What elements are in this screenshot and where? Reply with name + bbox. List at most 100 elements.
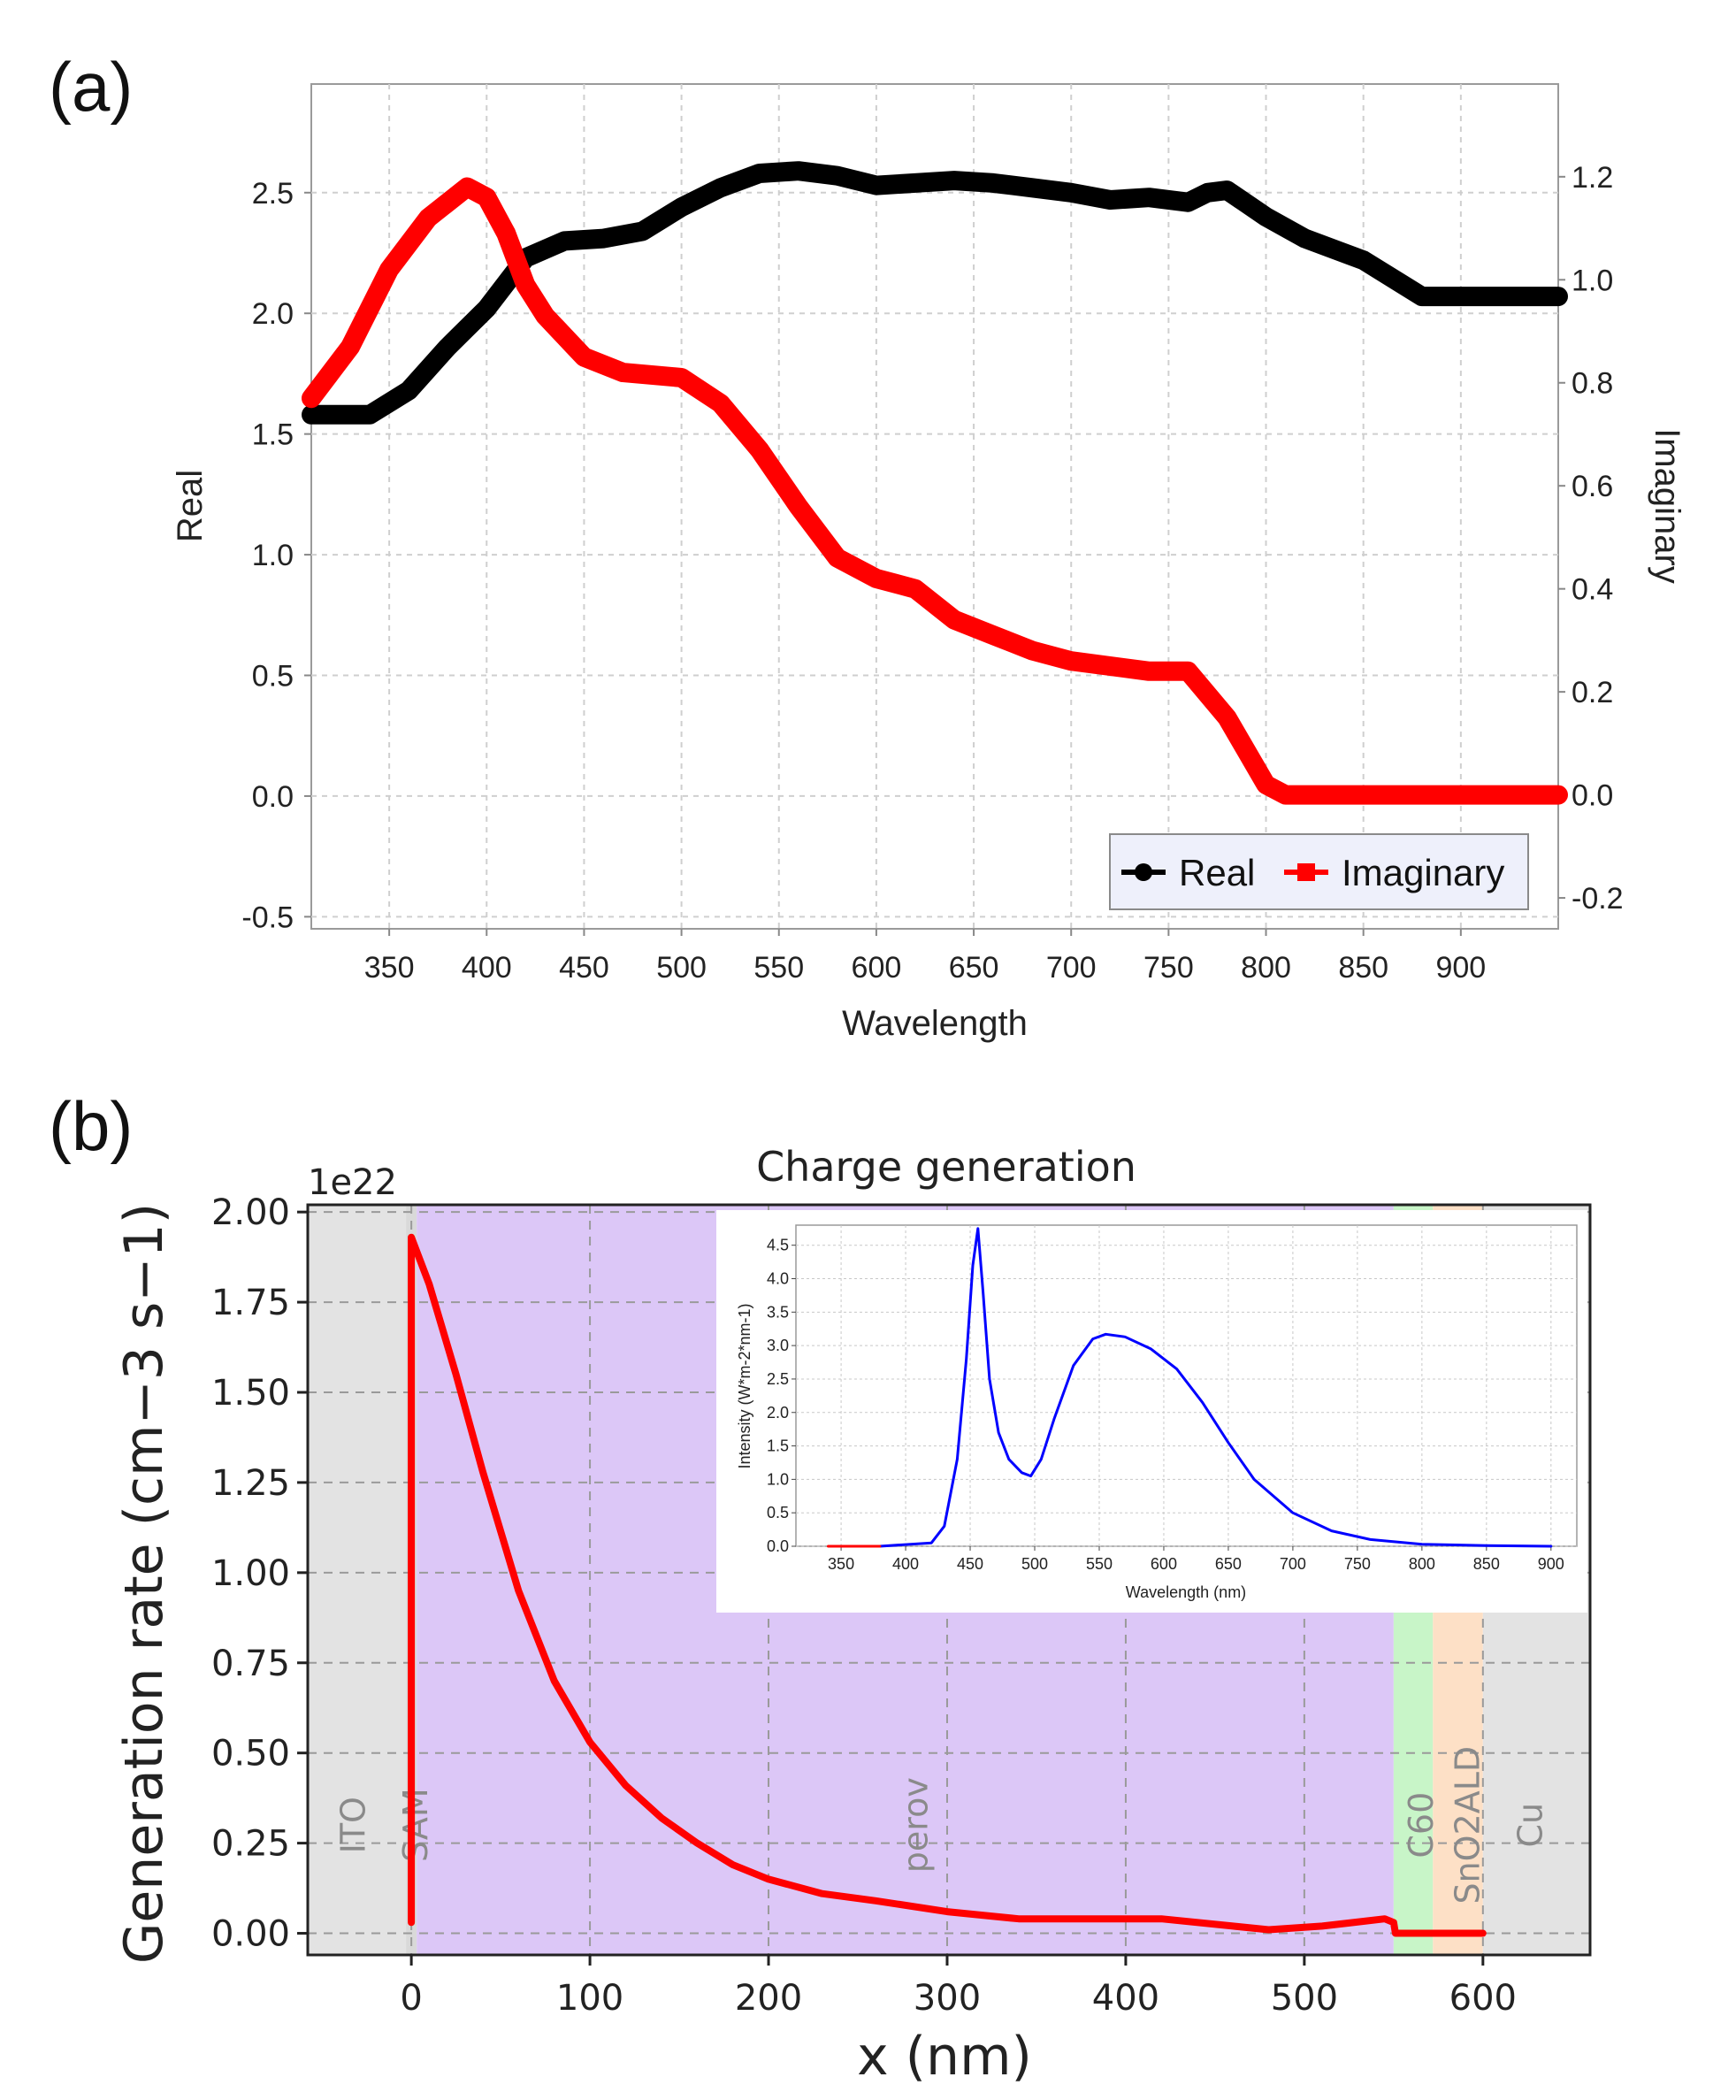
panel-a-y-tick-label: 1.5: [252, 418, 294, 452]
inset-x-tick-label: 750: [1344, 1555, 1371, 1573]
inset-x-axis-label: Wavelength (nm): [1126, 1583, 1246, 1601]
panel-b-x-tick-label: 600: [1449, 1978, 1517, 2019]
inset-y-tick-label: 4.0: [767, 1270, 789, 1288]
panel-a-x-tick-label: 750: [1143, 951, 1194, 985]
panel-a-x-axis-label: Wavelength: [842, 1004, 1028, 1043]
layer-band-ito: [308, 1205, 407, 1955]
panel-a-y2-tick-label: -0.2: [1572, 882, 1624, 916]
panel-b-title: Charge generation: [756, 1143, 1136, 1191]
panel-b-plot-frame: [306, 1203, 1592, 1957]
layer-label-perov: perov: [897, 1777, 936, 1873]
inset-y-tick-label: 3.5: [767, 1303, 789, 1321]
inset-x-tick-label: 500: [1021, 1555, 1048, 1573]
panel-a-series-imaginary: [302, 177, 1568, 805]
inset-y-tick-label: 1.0: [767, 1470, 789, 1488]
inset-series: [827, 1227, 1553, 1548]
panel-a-y2-axis-label: Imaginary: [1648, 428, 1686, 584]
panel-b-y-ticks: 0.00 0.25 0.50 0.75 1.00 1.25 1.50 1.75 2.00: [211, 1192, 308, 1955]
panel-a-y-axis-label: Real: [171, 470, 210, 542]
panel-b-y-tick-label: 1.00: [211, 1553, 290, 1594]
layer-label-c60: C60: [1402, 1792, 1441, 1859]
layer-label-sam: SAM: [396, 1788, 435, 1862]
panel-b-x-tick-label: 300: [914, 1978, 981, 2019]
inset-y-tick-label: 0.5: [767, 1504, 789, 1521]
panel-b-x-axis-label: x (nm): [857, 2026, 1032, 2088]
panel-a-grid: [311, 84, 1558, 929]
legend-imaginary-label: Imaginary: [1342, 852, 1504, 893]
panel-a-y2-tick-label: 0.8: [1572, 367, 1613, 401]
panel-b-x-tick-label: 500: [1271, 1978, 1338, 2019]
inset-x-tick-label: 450: [957, 1555, 983, 1573]
layer-label-ito: ITO: [334, 1797, 373, 1853]
panel-b-y-tick-label: 0.75: [211, 1644, 290, 1684]
panel-a-y2-tick-label: 0.4: [1572, 573, 1613, 607]
panel-a-label: (a): [49, 48, 133, 126]
inset-y-tick-label: 4.5: [767, 1237, 789, 1254]
panel-a-y-tick-label: 0.0: [252, 780, 294, 814]
panel-a-legend: Real Imaginary: [1109, 833, 1529, 910]
panel-a-y-tick-label: 2.0: [252, 297, 294, 331]
inset-x-tick-label: 550: [1086, 1555, 1113, 1573]
panel-b-y-tick-label: 0.50: [211, 1734, 290, 1774]
panel-a-y-tick-label: 0.5: [252, 660, 294, 694]
legend-real-marker: [1135, 863, 1152, 881]
inset-x-tick-label: 400: [892, 1555, 919, 1573]
panel-b-x-ticks: 0 100 200 300 400 500 600: [400, 1955, 1517, 2019]
panel-b-y-axis-label: Generation rate (cm−3 s−1): [113, 1203, 175, 1964]
panel-b-y-tick-label: 2.00: [211, 1192, 290, 1233]
inset-y-tick-label: 1.5: [767, 1437, 789, 1455]
panel-a-x-tick-label: 700: [1046, 951, 1097, 985]
panel-a-y-ticks: -0.5 0.0 0.5 1.0 1.5 2.0 2.5: [241, 177, 311, 934]
inset-x-tick-label: 700: [1280, 1555, 1306, 1573]
panel-a-x-tick-label: 500: [656, 951, 707, 985]
panel-a-x-tick-label: 650: [949, 951, 999, 985]
panel-a-y2-tick-label: 1.0: [1572, 264, 1613, 297]
inset-chart: 350 400 450 500 550 600 650 700 750 800 850 900 0.0…: [716, 1210, 1587, 1613]
panel-a-y2-tick-label: 0.0: [1572, 779, 1613, 813]
legend-real-label: Real: [1179, 852, 1255, 893]
panel-a-y-tick-label: -0.5: [241, 901, 294, 934]
inset-x-tick-label: 850: [1473, 1555, 1500, 1573]
panel-a-x-tick-label: 800: [1241, 951, 1291, 985]
panel-b-y-tick-label: 1.75: [211, 1283, 290, 1323]
panel-a-x-ticks: 350 400 450 500 550 600 650 700 750 800 850 900: [364, 929, 1486, 985]
panel-b-x-tick-label: 0: [400, 1978, 422, 2019]
layer-label-sno2ald: SnO2ALD: [1449, 1746, 1487, 1905]
inset-series-spectrum: [878, 1227, 1553, 1548]
inset-x-tick-label: 600: [1151, 1555, 1177, 1573]
inset-y-tick-label: 2.5: [767, 1370, 789, 1388]
inset-y-tick-label: 3.0: [767, 1337, 789, 1354]
panel-a-y-tick-label: 1.0: [252, 539, 294, 572]
legend-imaginary-marker: [1297, 863, 1315, 881]
inset-x-tick-label: 350: [828, 1555, 854, 1573]
inset-x-ticks: 350 400 450 500 550 600 650 700 750 800 850 900: [828, 1546, 1564, 1573]
panel-b-series: [408, 1233, 1487, 1937]
panel-a-x-tick-label: 850: [1338, 951, 1388, 985]
panel-a-chart: 350 400 450 500 550 600 650 700 750 800 850 900 -0.…: [171, 83, 1686, 1043]
panel-b-layer-labels: ITO SAM perov C60 SnO2ALD Cu: [334, 1746, 1550, 1905]
panel-b-y-tick-label: 1.50: [211, 1373, 290, 1414]
inset-grid: [796, 1225, 1577, 1547]
panel-b-y-multiplier: 1e22: [308, 1162, 397, 1203]
panel-a-x-tick-label: 350: [364, 951, 415, 985]
inset-x-tick-label: 650: [1215, 1555, 1242, 1573]
panel-b-x-tick-label: 200: [735, 1978, 802, 2019]
panel-b-y-tick-label: 0.00: [211, 1914, 290, 1955]
panel-a-y-tick-label: 2.5: [252, 177, 294, 211]
inset-y-tick-label: 0.0: [767, 1537, 789, 1555]
panel-a-x-tick-label: 450: [559, 951, 609, 985]
inset-x-tick-label: 900: [1538, 1555, 1564, 1573]
inset-y-ticks: 0.0 0.5 1.0 1.5 2.0 2.5 3.0 3.5 4.0 4.5: [767, 1237, 796, 1555]
panel-b-y-tick-label: 1.25: [211, 1463, 290, 1504]
panel-a-x-tick-label: 600: [852, 951, 902, 985]
panel-a-y2-ticks: -0.2 0.0 0.2 0.4 0.6 0.8 1.0 1.2: [1558, 161, 1624, 916]
panel-b-x-tick-label: 400: [1092, 1978, 1159, 2019]
panel-b-label: (b): [49, 1087, 133, 1165]
panel-a-y2-tick-label: 1.2: [1572, 161, 1613, 195]
panel-b-y-tick-label: 0.25: [211, 1824, 290, 1865]
panel-a-x-tick-label: 550: [753, 951, 804, 985]
panel-a-y2-tick-label: 0.6: [1572, 470, 1613, 503]
panel-b-series-generation: [408, 1233, 1487, 1937]
panel-a-y2-tick-label: 0.2: [1572, 676, 1613, 709]
